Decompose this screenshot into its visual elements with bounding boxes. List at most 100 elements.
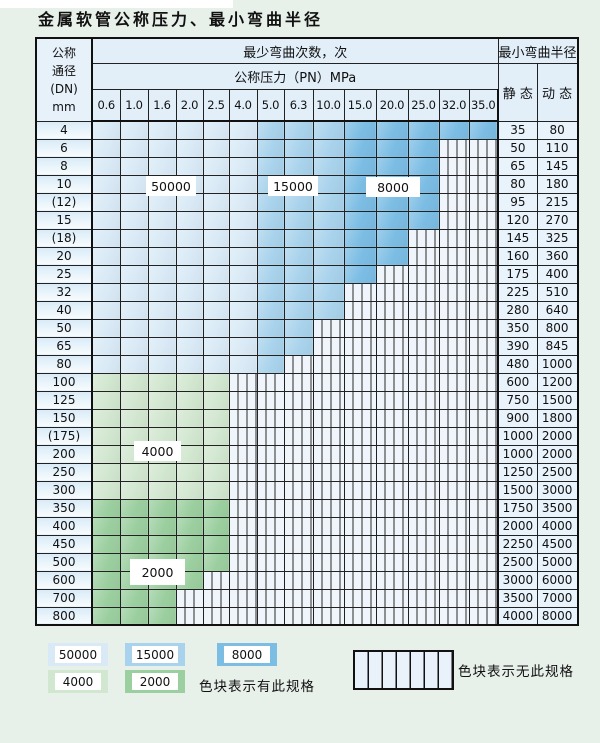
table-row-dn-25: 25 175 400 bbox=[35, 264, 579, 284]
no-spec-cell bbox=[312, 570, 345, 590]
table-row-dn-6: 6 50 110 bbox=[35, 138, 579, 158]
static-radius-value: 145 bbox=[497, 228, 538, 248]
table-row-dn-8: 8 65 145 bbox=[35, 156, 579, 176]
table-row-dn-250: 250 1250 2500 bbox=[35, 462, 579, 482]
no-spec-cell bbox=[375, 318, 409, 338]
no-spec-cell bbox=[283, 426, 314, 446]
dn-label: 40 bbox=[35, 300, 93, 320]
dynamic-radius-value: 800 bbox=[536, 318, 579, 338]
no-spec-cell bbox=[375, 606, 409, 626]
spec-cell bbox=[119, 534, 149, 554]
table-row-dn-65: 65 390 845 bbox=[35, 336, 579, 356]
pressure-col-header-35.0: 35.0 bbox=[468, 89, 499, 122]
no-spec-cell bbox=[312, 390, 345, 410]
no-spec-cell bbox=[407, 498, 440, 518]
no-spec-cell bbox=[375, 588, 409, 608]
corner-line-4: mm bbox=[52, 99, 76, 114]
spec-cell bbox=[91, 246, 121, 266]
no-spec-cell bbox=[343, 498, 377, 518]
pressure-col-header-25.0: 25.0 bbox=[407, 89, 440, 122]
dynamic-radius-value: 3500 bbox=[536, 498, 579, 518]
no-spec-cell bbox=[375, 444, 409, 464]
no-spec-cell bbox=[407, 390, 440, 410]
pressure-col-header-2.5: 2.5 bbox=[202, 89, 230, 122]
no-spec-cell bbox=[468, 462, 499, 482]
spec-cell bbox=[147, 282, 177, 302]
spec-cell bbox=[147, 606, 177, 626]
no-spec-cell bbox=[438, 210, 470, 230]
no-spec-cell bbox=[228, 498, 258, 518]
spec-cell bbox=[283, 138, 314, 158]
spec-cell bbox=[119, 336, 149, 356]
table-row-dn-200: 200 1000 2000 bbox=[35, 444, 579, 464]
spec-cell bbox=[175, 372, 204, 392]
no-spec-cell bbox=[438, 246, 470, 266]
no-spec-cell bbox=[343, 318, 377, 338]
spec-cell bbox=[91, 300, 121, 320]
page-title: 金属软管公称压力、最小弯曲半径 bbox=[38, 10, 324, 29]
no-spec-cell bbox=[283, 480, 314, 500]
spec-cell bbox=[147, 588, 177, 608]
spec-cell bbox=[91, 606, 121, 626]
spec-cell bbox=[202, 426, 230, 446]
static-radius-value: 750 bbox=[497, 390, 538, 410]
spec-cell bbox=[175, 228, 204, 248]
spec-cell bbox=[375, 228, 409, 248]
no-spec-cell bbox=[343, 516, 377, 536]
spec-cell bbox=[175, 120, 204, 140]
spec-cell bbox=[147, 300, 177, 320]
dn-label: 4 bbox=[35, 120, 93, 140]
spec-cell bbox=[375, 156, 409, 176]
spec-cell bbox=[256, 228, 285, 248]
no-spec-cell bbox=[283, 444, 314, 464]
spec-cell bbox=[175, 462, 204, 482]
spec-cell bbox=[119, 588, 149, 608]
spec-cell bbox=[256, 120, 285, 140]
legend-no-spec-text: 色块表示无此规格 bbox=[458, 664, 574, 680]
dn-label: 800 bbox=[35, 606, 93, 626]
dn-label: 200 bbox=[35, 444, 93, 464]
dn-label: 50 bbox=[35, 318, 93, 338]
no-spec-cell bbox=[407, 264, 440, 284]
dynamic-radius-value: 400 bbox=[536, 264, 579, 284]
spec-cell bbox=[119, 300, 149, 320]
static-radius-value: 480 bbox=[497, 354, 538, 374]
spec-cell bbox=[228, 192, 258, 212]
static-radius-value: 1750 bbox=[497, 498, 538, 518]
spec-cell bbox=[202, 228, 230, 248]
spec-cell bbox=[343, 228, 377, 248]
no-spec-cell bbox=[375, 570, 409, 590]
no-spec-cell bbox=[256, 552, 285, 572]
no-spec-cell bbox=[256, 372, 285, 392]
no-spec-cell bbox=[407, 408, 440, 428]
legend-swatch-2000: 2000 bbox=[125, 670, 185, 693]
no-spec-cell bbox=[407, 246, 440, 266]
no-spec-cell bbox=[228, 534, 258, 554]
spec-cell bbox=[407, 138, 440, 158]
no-spec-cell bbox=[343, 606, 377, 626]
legend-swatch-50000: 50000 bbox=[48, 643, 108, 666]
no-spec-cell bbox=[438, 264, 470, 284]
table-row-dn-400: 400 2000 4000 bbox=[35, 516, 579, 536]
spec-cell bbox=[202, 372, 230, 392]
pressure-col-header-1.6: 1.6 bbox=[147, 89, 177, 122]
no-spec-cell bbox=[468, 228, 499, 248]
dn-label: 32 bbox=[35, 282, 93, 302]
spec-cell bbox=[119, 318, 149, 338]
no-spec-cell bbox=[407, 354, 440, 374]
static-radius-value: 120 bbox=[497, 210, 538, 230]
table-row-dn-50: 50 350 800 bbox=[35, 318, 579, 338]
spec-cell bbox=[91, 390, 121, 410]
no-spec-cell bbox=[283, 588, 314, 608]
dynamic-radius-value: 6000 bbox=[536, 570, 579, 590]
spec-cell bbox=[283, 246, 314, 266]
no-spec-cell bbox=[228, 570, 258, 590]
spec-cell bbox=[175, 480, 204, 500]
dynamic-radius-value: 640 bbox=[536, 300, 579, 320]
legend-has-spec-text: 色块表示有此规格 bbox=[199, 679, 315, 695]
spec-cell bbox=[91, 192, 121, 212]
spec-cell bbox=[202, 408, 230, 428]
scan-artifact-strip bbox=[0, 0, 233, 8]
spec-cell bbox=[119, 210, 149, 230]
spec-cell bbox=[312, 264, 345, 284]
